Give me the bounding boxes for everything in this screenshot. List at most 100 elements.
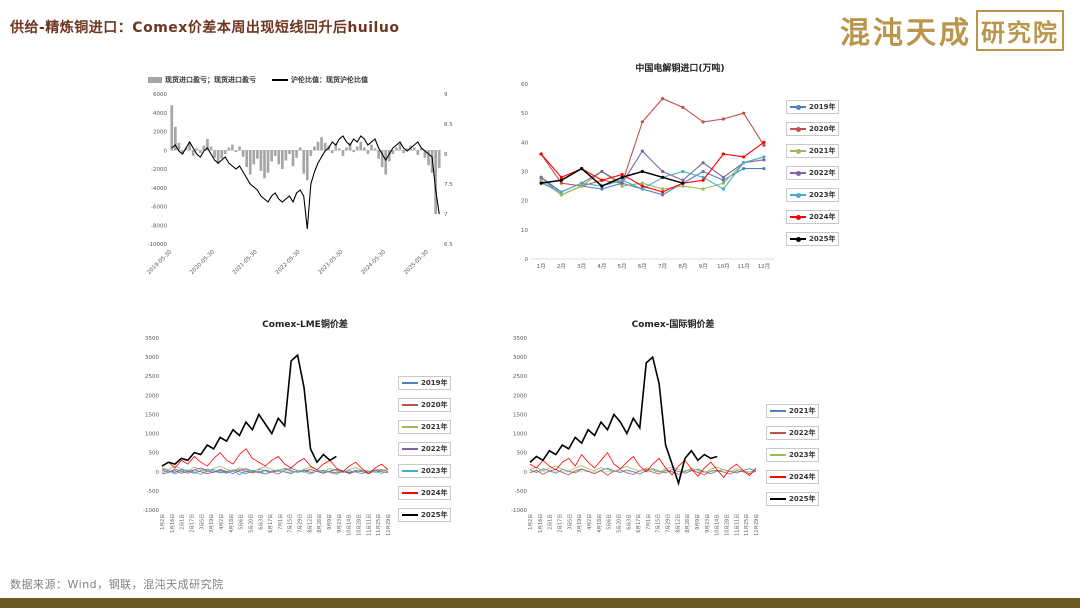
legend-bar-swatch (148, 77, 162, 83)
line-chart-canvas: 60 50 40 30 20 10 0 1月 2月 3月 4月 5月 6月 7月 8月 9月 10月 11月 12月 (521, 82, 774, 270)
svg-text:500: 500 (149, 451, 160, 457)
legend-item: 2020年 (398, 398, 452, 412)
chart-panel-import-profit-ratio: 现货进口盈亏；现货进口盈亏 沪伦比值：现货沪伦比值 6000 4000 2000 0 -2… (126, 74, 486, 310)
svg-text:4000: 4000 (153, 111, 167, 117)
svg-text:2月17日: 2月17日 (189, 514, 195, 533)
legend-item: 2019年 (398, 376, 452, 390)
legend-label: 2025年 (421, 511, 448, 519)
svg-text:-8000: -8000 (151, 223, 167, 229)
legend-line-swatch (402, 512, 418, 519)
svg-text:6月17日: 6月17日 (636, 514, 642, 533)
svg-text:11月25日: 11月25日 (376, 514, 382, 536)
svg-text:0: 0 (156, 470, 160, 476)
svg-text:5月6日: 5月6日 (239, 514, 245, 530)
svg-text:10月28日: 10月28日 (357, 514, 363, 536)
legend-label: 2024年 (809, 213, 836, 221)
combo-chart-canvas: 6000 4000 2000 0 -2000 -4000 -6000 -8000 -10000 9… (146, 92, 453, 276)
legend-label: 2024年 (421, 489, 448, 497)
svg-text:-1000: -1000 (143, 508, 159, 514)
svg-text:-4000: -4000 (151, 186, 167, 192)
legend-line-swatch (402, 424, 418, 431)
legend-line-swatch (770, 452, 786, 459)
svg-text:0: 0 (164, 148, 168, 154)
legend-item: 2023年 (786, 188, 840, 202)
legend-label: 2021年 (421, 423, 448, 431)
svg-text:12月: 12月 (758, 263, 771, 270)
svg-text:3000: 3000 (145, 355, 159, 361)
svg-text:8月26日: 8月26日 (685, 514, 691, 533)
svg-text:2025-05-30: 2025-05-30 (403, 249, 430, 276)
chart-title: Comex-LME铜价差 (262, 320, 348, 330)
legend-item: 2023年 (766, 448, 820, 462)
svg-text:9月9日: 9月9日 (695, 514, 701, 530)
svg-text:7: 7 (444, 212, 448, 218)
svg-text:3500: 3500 (145, 336, 159, 342)
svg-text:8月12日: 8月12日 (307, 514, 313, 533)
svg-text:7.5: 7.5 (444, 182, 453, 188)
legend-line-swatch (790, 170, 806, 177)
svg-text:7月15日: 7月15日 (288, 514, 294, 533)
legend-label: 2023年 (421, 467, 448, 475)
svg-text:10: 10 (521, 228, 528, 234)
legend-label: 2021年 (789, 407, 816, 415)
svg-text:20: 20 (521, 199, 528, 205)
legend-item: 2021年 (398, 420, 452, 434)
legend-item: 现货进口盈亏；现货进口盈亏 (148, 75, 256, 85)
svg-text:1月16日: 1月16日 (538, 514, 544, 533)
svg-text:11月11日: 11月11日 (366, 514, 372, 536)
legend-item: 2019年 (786, 100, 840, 114)
svg-text:1500: 1500 (145, 412, 159, 418)
legend-label: 2022年 (421, 445, 448, 453)
svg-text:-2000: -2000 (151, 167, 167, 173)
legend-line-swatch (402, 468, 418, 475)
legend-item: 2025年 (398, 508, 452, 522)
svg-text:10月14日: 10月14日 (347, 514, 353, 536)
legend-line-swatch (790, 148, 806, 155)
line-chart-canvas: 3500 3000 2500 2000 1500 1000 500 0 -500 -10001月2… (511, 336, 760, 536)
legend-label: 2024年 (789, 473, 816, 481)
svg-text:50: 50 (521, 111, 528, 117)
svg-text:1500: 1500 (513, 412, 527, 418)
svg-text:2500: 2500 (513, 374, 527, 380)
svg-text:9月23日: 9月23日 (337, 514, 343, 533)
svg-text:6.5: 6.5 (444, 242, 453, 248)
svg-text:-10000: -10000 (148, 242, 168, 248)
svg-text:6月17日: 6月17日 (268, 514, 274, 533)
svg-text:1月: 1月 (537, 263, 546, 270)
legend-line-swatch (770, 496, 786, 503)
svg-text:7月: 7月 (658, 263, 667, 270)
svg-text:5月20日: 5月20日 (616, 514, 622, 533)
legend-item: 沪伦比值：现货沪伦比值 (272, 75, 368, 85)
svg-text:7月1日: 7月1日 (646, 514, 652, 530)
svg-text:30: 30 (521, 170, 528, 176)
svg-text:4月18日: 4月18日 (597, 514, 603, 533)
svg-text:7月29日: 7月29日 (298, 514, 304, 533)
legend-label: 现货进口盈亏；现货进口盈亏 (165, 76, 256, 84)
chart-panel-comex-intl: Comex-国际铜价差 3500 3000 2500 2000 1500 1000 500 0… (498, 318, 848, 572)
svg-text:6000: 6000 (153, 92, 167, 98)
svg-text:2022-05-30: 2022-05-30 (275, 249, 302, 276)
svg-text:-500: -500 (147, 489, 160, 495)
legend-item: 2024年 (786, 210, 840, 224)
svg-text:1000: 1000 (513, 432, 527, 438)
chart-legend: 2019年 2020年 2021年 2022年 2023年 2024年 2025年 (398, 376, 452, 522)
legend-line-swatch (402, 490, 418, 497)
svg-text:1月2日: 1月2日 (160, 514, 166, 530)
chart-legend: 现货进口盈亏；现货进口盈亏 沪伦比值：现货沪伦比值 (148, 74, 486, 86)
svg-text:9月: 9月 (699, 263, 708, 270)
svg-text:3月5日: 3月5日 (567, 514, 573, 530)
svg-text:2020-05-30: 2020-05-30 (189, 249, 216, 276)
legend-line-swatch (402, 402, 418, 409)
svg-text:9月23日: 9月23日 (705, 514, 711, 533)
legend-line-swatch (790, 236, 806, 243)
legend-label: 2025年 (789, 495, 816, 503)
svg-text:8: 8 (444, 152, 448, 158)
legend-item: 2025年 (786, 232, 840, 246)
svg-text:5月6日: 5月6日 (607, 514, 613, 530)
svg-text:2019-05-30: 2019-05-30 (146, 249, 173, 276)
svg-text:5月: 5月 (618, 263, 627, 270)
legend-item: 2025年 (766, 492, 820, 506)
svg-text:2023-05-30: 2023-05-30 (318, 249, 345, 276)
svg-text:8月: 8月 (678, 263, 687, 270)
